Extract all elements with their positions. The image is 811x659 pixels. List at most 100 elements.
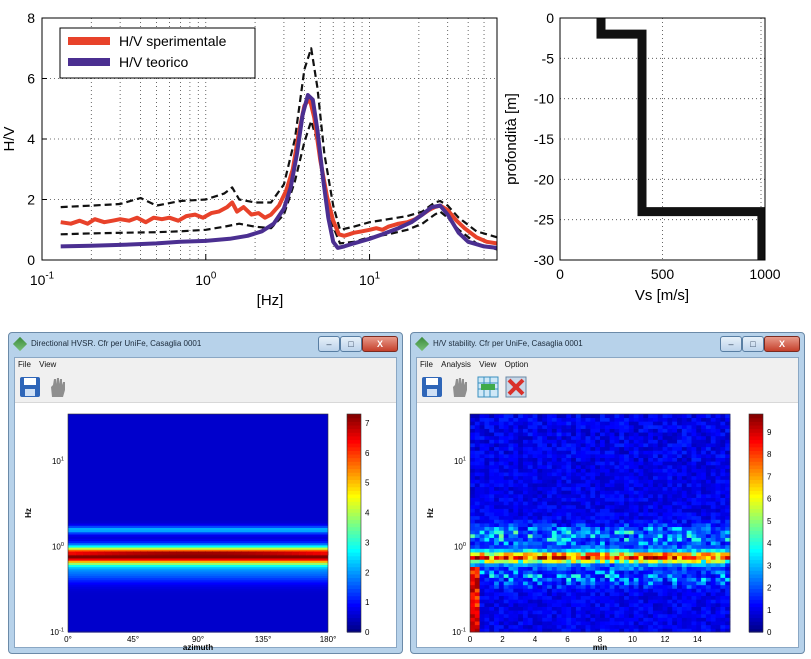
stab-heatmap-cell <box>494 606 500 611</box>
stab-heatmap-cell <box>518 559 524 564</box>
stab-heatmap-cell <box>590 544 596 549</box>
delete-icon[interactable] <box>504 375 528 399</box>
stab-heatmap-cell <box>725 588 731 593</box>
stab-heatmap-cell <box>542 508 548 513</box>
stab-heatmap-cell <box>638 443 644 448</box>
stab-heatmap-cell <box>686 424 692 429</box>
dir-heatmap-row <box>68 549 328 552</box>
stab-heatmap-cell <box>648 584 654 589</box>
stab-heatmap-cell <box>648 559 654 564</box>
stab-heatmap-cell <box>614 475 620 480</box>
stab-heatmap-cell <box>503 414 509 419</box>
stab-heatmap-cell <box>532 457 538 462</box>
stab-heatmap-cell <box>508 570 514 575</box>
window-titlebar[interactable]: H/V stability. Cfr per UniFe, Casaglia 0… <box>411 333 804 357</box>
stab-heatmap-cell <box>657 483 663 488</box>
stab-heatmap-cell <box>691 461 697 466</box>
stab-heatmap-cell <box>720 628 726 633</box>
stab-heatmap-cell <box>561 519 567 524</box>
stab-heatmap-cell <box>522 570 529 575</box>
stab-heatmap-cell <box>681 468 688 473</box>
stab-heatmap-cell <box>590 602 596 607</box>
stab-heatmap-cell <box>710 523 716 528</box>
stab-heatmap-cell <box>681 588 688 593</box>
stab-heatmap-cell <box>489 453 495 458</box>
stab-heatmap-cell <box>657 610 663 615</box>
stab-heatmap-cell <box>575 610 582 615</box>
stab-heatmap-cell <box>691 493 697 498</box>
stab-heatmap-cell <box>662 559 668 564</box>
menu-analysis[interactable]: Analysis <box>441 360 471 369</box>
stab-heatmap-cell <box>590 599 596 604</box>
stab-heatmap-cell <box>638 617 644 622</box>
stab-heatmap-cell <box>638 584 644 589</box>
stab-heatmap-cell <box>652 581 659 586</box>
dir-heatmap-peak-cell <box>255 551 264 556</box>
stab-heatmap-cell <box>585 414 591 419</box>
close-button[interactable]: X <box>764 336 800 352</box>
stab-heatmap-cell <box>701 417 707 422</box>
maximize-button[interactable]: □ <box>340 336 362 352</box>
maximize-button[interactable]: □ <box>742 336 764 352</box>
stab-heatmap-cell <box>595 417 601 422</box>
dir-colorbar-cell <box>347 417 361 422</box>
dir-heatmap-row <box>68 455 328 459</box>
stab-heatmap-cell <box>489 512 495 517</box>
stab-heatmap-cell <box>585 453 591 458</box>
stab-heatmap-cell <box>508 530 514 535</box>
stab-heatmap-cell <box>633 428 639 433</box>
menu-view[interactable]: View <box>479 360 497 369</box>
window-titlebar[interactable]: Directional HVSR. Cfr per UniFe, Casagli… <box>9 333 402 357</box>
stab-heatmap-cell <box>648 595 654 600</box>
stab-heatmap-cell <box>600 628 606 633</box>
stab-heatmap-cell <box>474 464 481 469</box>
stab-heatmap-cell <box>657 421 663 426</box>
stab-heatmap-cell <box>681 526 688 531</box>
stab-heatmap-cell <box>696 548 702 553</box>
stab-heatmap-cell <box>705 548 712 553</box>
stab-heatmap-cell <box>547 548 553 553</box>
stab-heatmap-cell <box>595 450 601 455</box>
dir-heatmap-row <box>68 605 328 609</box>
stab-heatmap-cell <box>677 577 683 582</box>
stab-heatmap-cell <box>522 541 529 546</box>
save-icon[interactable] <box>420 375 444 399</box>
stab-heatmap-cell <box>604 530 611 535</box>
stab-heatmap-cell <box>667 414 673 419</box>
stab-heatmap-cell <box>527 464 533 469</box>
stab-heatmap-cell <box>484 435 490 440</box>
stab-heatmap-cell <box>600 472 606 477</box>
stab-heatmap-cell <box>672 599 678 604</box>
stab-heatmap-cell <box>470 443 476 448</box>
stab-heatmap-cell <box>619 475 625 480</box>
hand-icon[interactable] <box>448 375 472 399</box>
dir-y-tick-label: 101 <box>52 456 64 466</box>
menu-option[interactable]: Option <box>504 360 529 369</box>
menu-view[interactable]: View <box>39 360 57 369</box>
stab-heatmap-cell <box>710 599 716 604</box>
stab-heatmap-cell <box>585 519 591 524</box>
stab-colorbar-cell <box>749 515 763 520</box>
close-button[interactable]: X <box>362 336 398 352</box>
stab-heatmap-cell <box>628 566 635 571</box>
hand-icon[interactable] <box>46 375 70 399</box>
minimize-button[interactable]: – <box>318 336 340 352</box>
stab-heatmap-cell <box>604 537 611 542</box>
stab-heatmap-cell <box>677 508 683 513</box>
stab-heatmap-cell <box>624 606 630 611</box>
stab-heatmap-cell <box>571 479 577 484</box>
minimize-button[interactable]: – <box>720 336 742 352</box>
stab-heatmap-cell <box>551 435 558 440</box>
stab-heatmap-cell <box>624 530 630 535</box>
stab-heatmap-cell <box>537 584 543 589</box>
menu-file[interactable]: File <box>420 360 433 369</box>
stab-heatmap-cell <box>522 599 529 604</box>
menu-file[interactable]: File <box>18 360 31 369</box>
stab-heatmap-cell <box>484 584 490 589</box>
stab-heatmap-cell <box>652 497 659 502</box>
stab-heatmap-cell <box>628 526 635 531</box>
stab-heatmap-cell <box>571 581 577 586</box>
dir-colorbar-cell <box>347 515 361 520</box>
zoom-grid-icon[interactable] <box>476 375 500 399</box>
save-icon[interactable] <box>18 375 42 399</box>
